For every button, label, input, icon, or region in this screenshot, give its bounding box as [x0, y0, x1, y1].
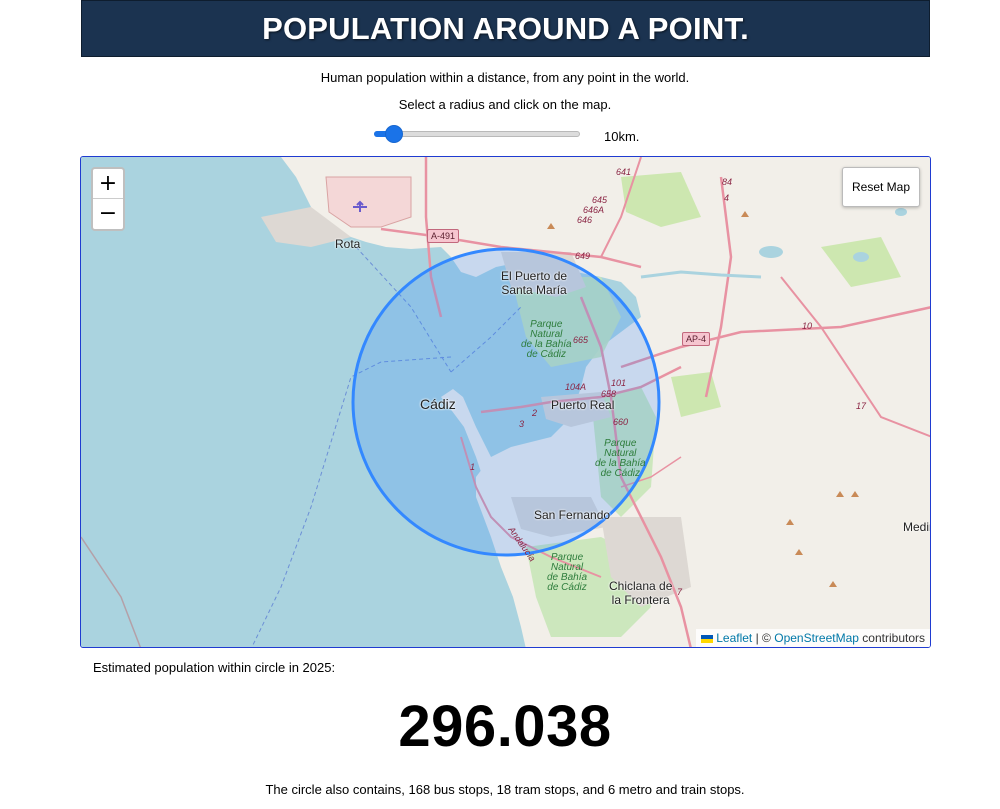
map-tiles[interactable] [81, 157, 931, 648]
road-number: 649 [575, 251, 591, 261]
map-label-el-puerto: El Puerto de Santa María [501, 269, 568, 297]
road-shield-ap4: AP-4 [682, 332, 711, 346]
map-label-medina: Medir [903, 520, 931, 534]
map-label-park-2: Parque Natural de la Bahía de Cádiz [595, 438, 646, 479]
zoom-in-button[interactable]: + [93, 169, 123, 199]
road-number: 646 [577, 215, 593, 225]
ukraine-flag-icon [701, 635, 714, 643]
intro-instruction: Select a radius and click on the map. [398, 97, 612, 112]
radius-value-label: 10km. [604, 129, 640, 144]
road-number: 10 [802, 321, 813, 331]
map-label-park-3: Parque Natural de Bahía de Cádiz [547, 552, 588, 593]
zoom-out-button[interactable]: − [98, 201, 118, 226]
map-attribution: Leaflet | © OpenStreetMap contributors [696, 629, 930, 647]
road-number: 660 [613, 417, 629, 427]
road-number: 645 [592, 195, 608, 205]
map-label-cadiz: Cádiz [420, 396, 456, 412]
road-number: 104A [565, 382, 587, 392]
page-header: POPULATION AROUND A POINT. [81, 0, 930, 57]
road-number: 3 [519, 419, 525, 429]
map-viewport[interactable]: Rota El Puerto de Santa María Cádiz Puer… [80, 156, 931, 648]
road-number: 84 [722, 177, 733, 187]
zoom-control: + − [91, 167, 125, 231]
population-value: 296.038 [398, 694, 612, 759]
intro-description: Human population within a distance, from… [320, 70, 690, 85]
road-number: 646A [583, 205, 605, 215]
road-number: 7 [677, 587, 683, 597]
road-number: 101 [611, 378, 627, 388]
attribution-separator: | © [755, 631, 771, 645]
road-number: 665 [573, 335, 589, 345]
radius-slider-track[interactable] [374, 131, 580, 137]
road-number: 658 [601, 389, 617, 399]
map-label-san-fernando: San Fernando [534, 508, 611, 522]
radius-slider-thumb[interactable] [386, 126, 402, 142]
population-label: Estimated population within circle in 20… [93, 660, 336, 675]
radius-slider-fill [374, 131, 396, 137]
openstreetmap-link[interactable]: OpenStreetMap [774, 631, 859, 645]
leaflet-link[interactable]: Leaflet [716, 631, 753, 645]
page-title: POPULATION AROUND A POINT. [262, 10, 749, 46]
map-label-puerto-real: Puerto Real [551, 398, 615, 412]
attribution-suffix: contributors [862, 631, 925, 645]
map-label-park-1: Parque Natural de la Bahía de Cádiz [521, 319, 572, 360]
map-label-chiclana: Chiclana de la Frontera [609, 579, 673, 607]
road-number: 4 [724, 193, 730, 203]
road-shield-a491: A-491 [427, 229, 460, 243]
reset-map-button[interactable]: Reset Map [842, 167, 920, 207]
road-number: 1 [470, 462, 476, 472]
radius-slider-row: 10km. [372, 124, 672, 144]
road-number: 641 [616, 167, 632, 177]
road-number: 2 [532, 408, 538, 418]
map-label-rota: Rota [335, 237, 361, 251]
road-number: 17 [856, 401, 867, 411]
transit-stops-summary: The circle also contains, 168 bus stops,… [265, 782, 745, 797]
